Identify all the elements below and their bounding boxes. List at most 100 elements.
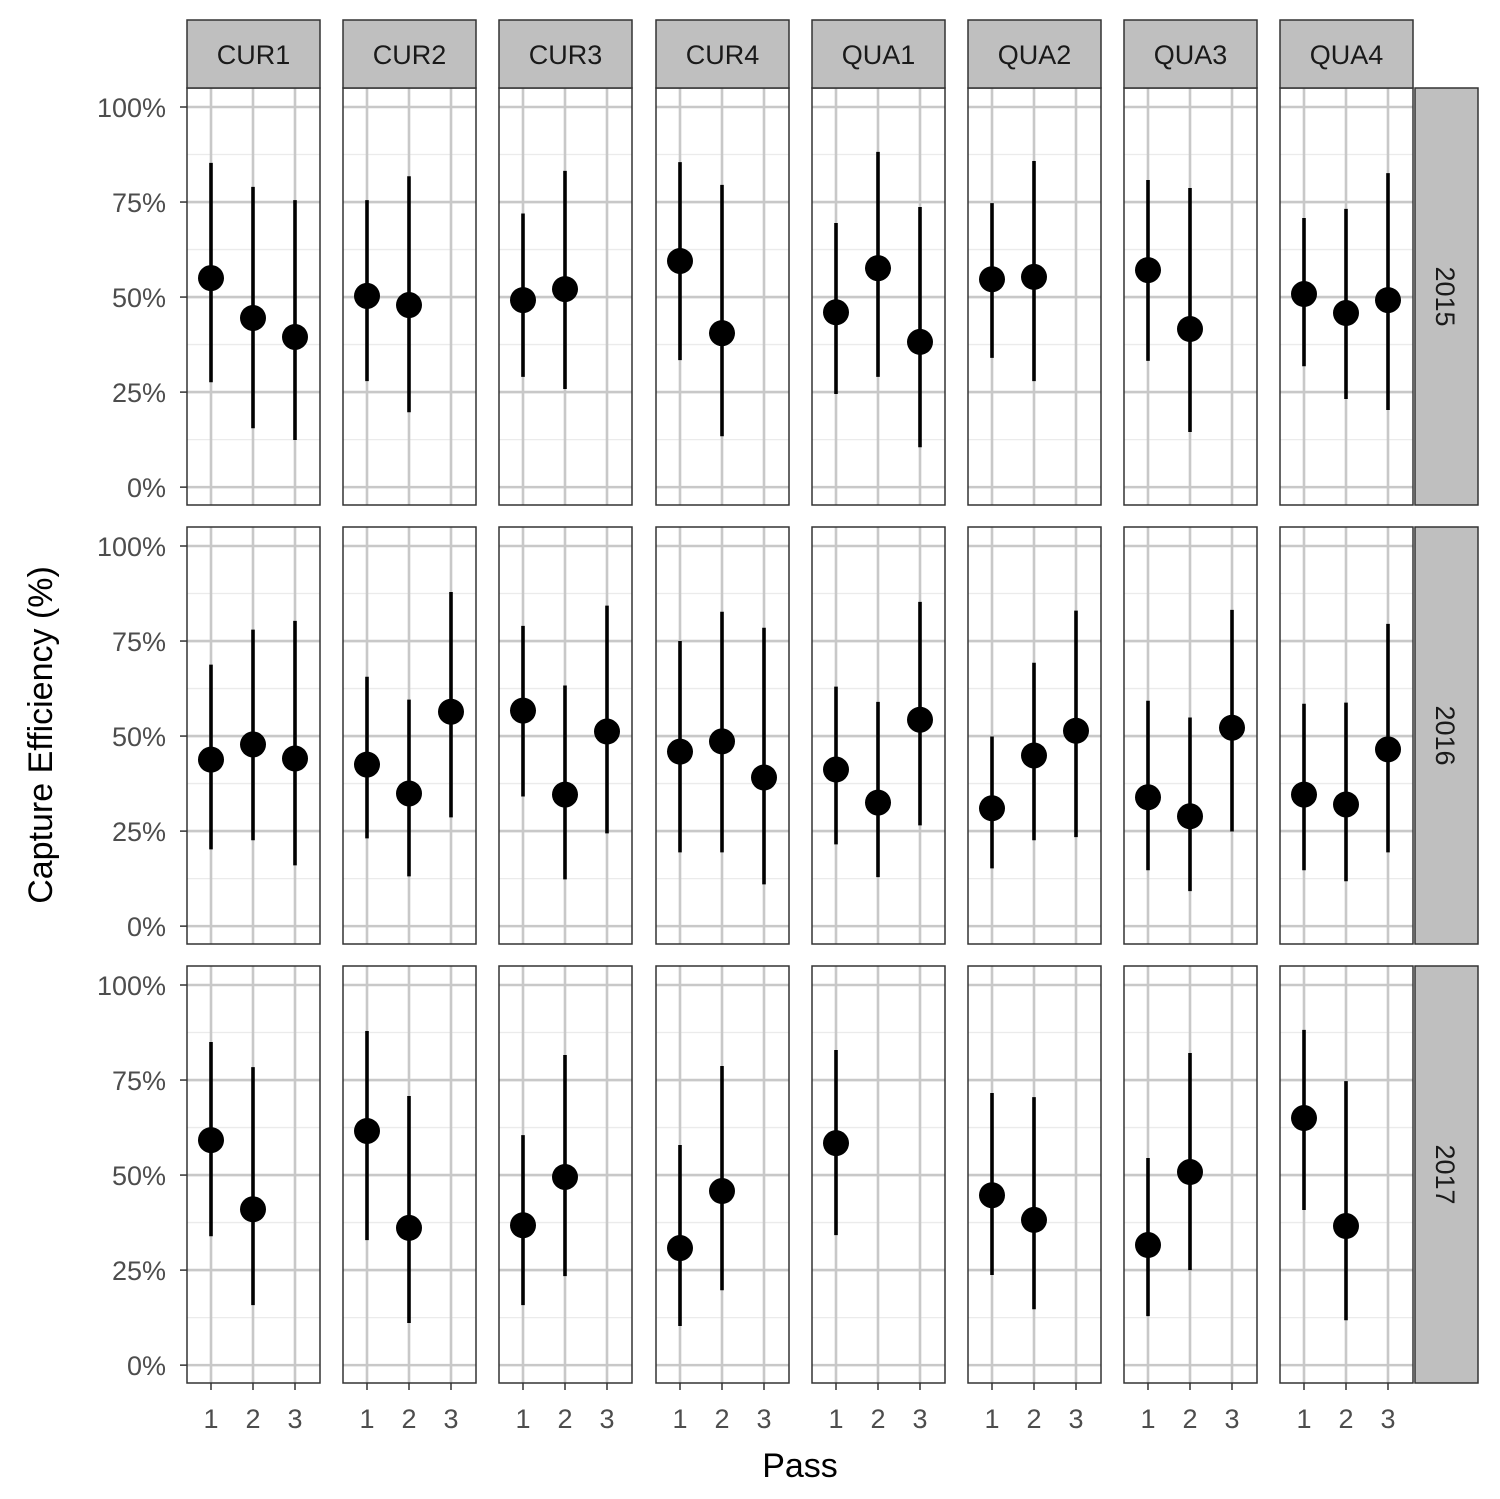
column-strip-label: QUA3	[1154, 40, 1228, 70]
x-tick-label: 3	[599, 1404, 614, 1434]
data-point	[979, 795, 1005, 822]
x-tick-label: 2	[1182, 1404, 1197, 1434]
x-tick-label: 1	[828, 1404, 843, 1434]
y-tick-label: 75%	[112, 1066, 166, 1096]
y-tick-label: 25%	[112, 378, 166, 408]
column-strip	[498, 19, 633, 89]
data-point	[594, 718, 620, 745]
data-point	[198, 746, 224, 773]
x-tick-label: 3	[287, 1404, 302, 1434]
data-point	[709, 728, 735, 755]
panel-border	[498, 526, 633, 945]
x-tick-label: 2	[1338, 1404, 1353, 1434]
column-strip-label: QUA2	[998, 40, 1072, 70]
y-tick-label: 100%	[97, 532, 166, 562]
data-point	[1291, 281, 1317, 308]
x-tick-label: 1	[1296, 1404, 1311, 1434]
x-tick-label: 1	[203, 1404, 218, 1434]
row-strip-label: 2016	[1430, 705, 1460, 765]
y-tick-label: 75%	[112, 188, 166, 218]
column-strip-label: QUA1	[842, 40, 916, 70]
data-point	[510, 1212, 536, 1239]
y-tick-label: 100%	[97, 93, 166, 123]
data-point	[1177, 1159, 1203, 1186]
data-point	[823, 299, 849, 326]
x-tick-label: 1	[1140, 1404, 1155, 1434]
y-tick-label: 50%	[112, 1161, 166, 1191]
y-tick-label: 25%	[112, 817, 166, 847]
data-point	[1063, 717, 1089, 744]
data-point	[198, 265, 224, 292]
data-point	[823, 1130, 849, 1157]
y-axis-title: Capture Efficiency (%)	[22, 566, 60, 904]
data-point	[354, 751, 380, 778]
row-strip	[1414, 526, 1479, 945]
x-tick-label: 1	[359, 1404, 374, 1434]
y-tick-label: 25%	[112, 1256, 166, 1286]
data-point	[751, 764, 777, 791]
y-tick-label: 0%	[127, 1351, 166, 1381]
data-point	[552, 276, 578, 303]
data-point	[282, 323, 308, 350]
panel-border	[655, 526, 790, 945]
data-point	[709, 320, 735, 347]
column-strip	[967, 19, 1102, 89]
data-point	[240, 1196, 266, 1223]
panel-border	[1123, 526, 1258, 945]
data-point	[1135, 784, 1161, 811]
data-point	[823, 756, 849, 783]
y-tick-label: 50%	[112, 283, 166, 313]
data-point	[1219, 714, 1245, 741]
x-tick-label: 1	[672, 1404, 687, 1434]
data-point	[510, 697, 536, 724]
column-strip-label: CUR4	[686, 40, 760, 70]
x-tick-label: 2	[557, 1404, 572, 1434]
x-tick-label: 3	[1224, 1404, 1239, 1434]
data-point	[1135, 257, 1161, 284]
data-point	[1291, 781, 1317, 808]
data-point	[979, 1182, 1005, 1209]
data-point	[354, 1117, 380, 1144]
data-point	[552, 781, 578, 808]
x-tick-label: 2	[245, 1404, 260, 1434]
data-point	[865, 255, 891, 282]
data-point	[667, 1235, 693, 1262]
row-strip	[1414, 965, 1479, 1384]
column-strip-label: CUR3	[529, 40, 603, 70]
data-point	[198, 1127, 224, 1154]
data-point	[907, 706, 933, 733]
column-strip-label: CUR2	[373, 40, 447, 70]
data-point	[1333, 1213, 1359, 1240]
column-strip-label: CUR1	[217, 40, 291, 70]
row-strip-label: 2015	[1430, 266, 1460, 326]
data-point	[1291, 1105, 1317, 1132]
x-tick-label: 1	[515, 1404, 530, 1434]
y-tick-label: 0%	[127, 473, 166, 503]
data-point	[1021, 263, 1047, 290]
y-tick-label: 75%	[112, 627, 166, 657]
data-point	[354, 282, 380, 309]
data-point	[240, 304, 266, 331]
column-strip	[186, 19, 321, 89]
panel-border	[186, 526, 321, 945]
data-point	[1177, 316, 1203, 343]
data-point	[667, 738, 693, 765]
x-axis-title: Pass	[762, 1447, 838, 1485]
x-tick-label: 1	[984, 1404, 999, 1434]
data-point	[1333, 791, 1359, 818]
data-point	[552, 1163, 578, 1190]
row-strip	[1414, 87, 1479, 506]
panel-border	[811, 526, 946, 945]
data-point	[282, 745, 308, 772]
data-point	[907, 328, 933, 355]
x-tick-label: 3	[1380, 1404, 1395, 1434]
data-point	[1333, 300, 1359, 327]
data-point	[709, 1178, 735, 1205]
panel-border	[967, 526, 1102, 945]
column-strip	[655, 19, 790, 89]
x-tick-label: 2	[401, 1404, 416, 1434]
x-tick-label: 2	[870, 1404, 885, 1434]
x-tick-label: 3	[756, 1404, 771, 1434]
data-point	[1021, 1206, 1047, 1233]
